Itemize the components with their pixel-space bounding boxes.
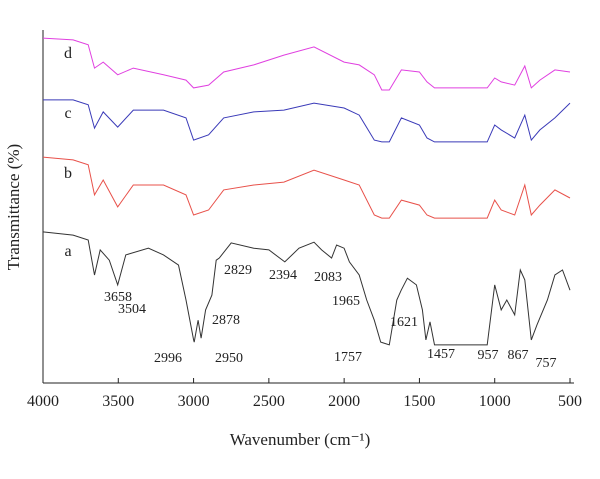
series-label: a <box>64 243 71 260</box>
peak-label: 1621 <box>390 315 418 330</box>
x-tick-label: 1000 <box>479 393 511 410</box>
spectrum-line <box>42 37 571 91</box>
x-tick-label: 3500 <box>102 393 134 410</box>
series-label: d <box>64 45 72 62</box>
x-tick-label: 500 <box>558 393 582 410</box>
spectrum-line <box>42 231 571 346</box>
x-axis-title: Wavenumber (cm⁻¹) <box>230 430 371 449</box>
peak-label: 2878 <box>212 313 240 328</box>
x-tick-label: 4000 <box>27 393 59 410</box>
y-axis-title: Transmittance (%) <box>4 144 23 270</box>
peak-label: 1965 <box>332 294 360 309</box>
x-tick-label: 2000 <box>328 393 360 410</box>
peak-label: 2829 <box>224 263 252 278</box>
peak-label: 867 <box>508 348 529 363</box>
series-label: b <box>64 165 72 182</box>
peak-label: 2950 <box>215 351 243 366</box>
x-tick-label: 3000 <box>178 393 210 410</box>
peak-label: 3658 <box>104 290 132 305</box>
peak-label: 757 <box>536 356 557 371</box>
peak-label: 957 <box>478 348 499 363</box>
x-tick-label: 1500 <box>403 393 435 410</box>
peak-label: 1457 <box>427 347 455 362</box>
x-tick-label: 2500 <box>253 393 285 410</box>
spectrum-line <box>43 99 571 143</box>
peak-label: 1757 <box>334 350 362 365</box>
series-label: c <box>64 105 71 122</box>
peak-label: 3504 <box>118 302 146 317</box>
peak-label: 2394 <box>269 268 297 283</box>
spectrum-line <box>42 156 571 219</box>
peak-label: 2996 <box>154 351 182 366</box>
peak-label: 2083 <box>314 270 342 285</box>
